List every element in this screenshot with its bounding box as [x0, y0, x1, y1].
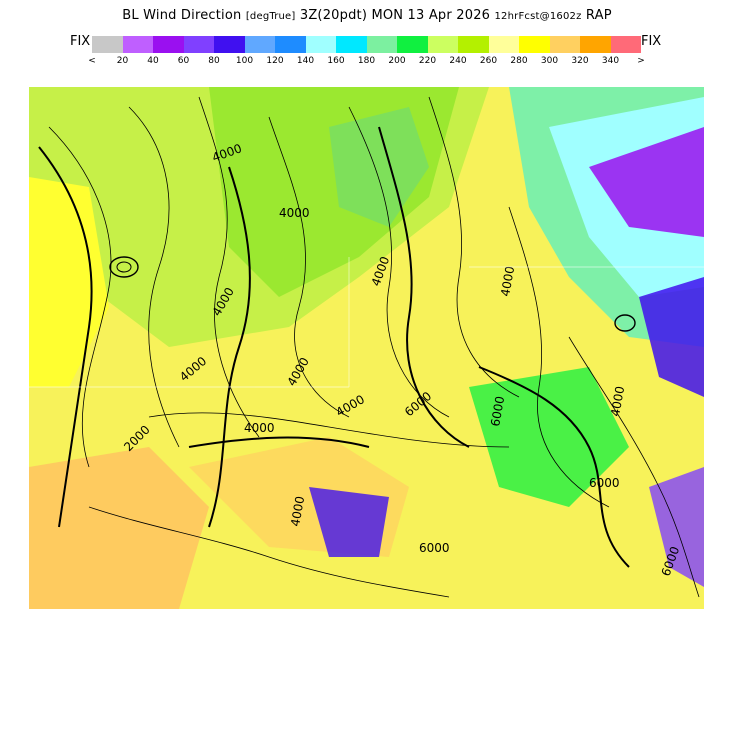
- orange-region-southwest: [29, 447, 209, 609]
- legend-tick-label: 200: [388, 56, 406, 66]
- legend-swatch: [519, 36, 550, 53]
- legend-swatch: [122, 36, 153, 53]
- legend-swatch: [214, 36, 245, 53]
- contour-label: 4000: [288, 495, 307, 528]
- purple-region-northeast: [589, 127, 704, 237]
- legend-tick-label: 300: [540, 56, 559, 66]
- map-title: BL Wind Direction [degTrue] 3Z(20pdt) MO…: [0, 8, 734, 23]
- legend-tick-label: 80: [208, 56, 220, 66]
- blue-region-east: [639, 277, 704, 397]
- wind-direction-map: 4000 4000 4000 4000 4000 4000 2000 4000 …: [29, 87, 704, 609]
- legend-tick-label: 100: [235, 56, 254, 66]
- green-region-ridge: [329, 107, 429, 227]
- contour-label: 4000: [498, 265, 517, 298]
- legend-swatch: [580, 36, 611, 53]
- legend-swatch: [549, 36, 580, 53]
- legend-tick-label: 120: [266, 56, 284, 66]
- contour-label: 4000: [279, 206, 310, 220]
- legend-tick-label: >: [637, 56, 645, 66]
- title-valid-time: 3Z(20pdt) MON 13 Apr 2026: [299, 8, 491, 23]
- legend-tick-label: 320: [571, 56, 589, 66]
- legend-tick-label: 40: [147, 56, 159, 66]
- contour-label: 4000: [608, 385, 627, 418]
- green-region-southeast: [469, 367, 629, 507]
- legend-tick-label: 240: [449, 56, 467, 66]
- legend-ticks: <20 40 60 80 100 120 140 160 180 200 220 240 260 280 3…: [88, 56, 645, 68]
- map-canvas: 4000 4000 4000 4000 4000 4000 2000 4000 …: [29, 87, 704, 609]
- legend-swatch: [488, 36, 519, 53]
- terrain-contours: [48, 96, 700, 598]
- legend-tick-label: 140: [296, 56, 315, 66]
- legend-tick-label: 60: [177, 56, 190, 66]
- legend-fix-right: FIX: [641, 34, 662, 49]
- color-legend: FIX FIX <20 40 60 80 100 120 140 160 180 200 220 24…: [0, 34, 734, 68]
- legend-swatch: [427, 36, 458, 53]
- boundary-lines: [29, 257, 704, 388]
- legend-swatches: [92, 36, 641, 53]
- legend-swatch: [305, 36, 336, 53]
- legend-swatch: [153, 36, 184, 53]
- contour-closed-peak: [109, 256, 139, 278]
- contour-closed-peak-inner: [116, 261, 132, 273]
- legend-swatch: [336, 36, 367, 53]
- yellow-region-west: [29, 177, 109, 387]
- legend-swatch: [610, 36, 641, 53]
- legend-swatch: [244, 36, 275, 53]
- legend-tick-label: <: [88, 56, 96, 66]
- legend-fix-left: FIX: [70, 34, 91, 49]
- contour-label: 6000: [419, 541, 450, 555]
- contour-label: 6000: [589, 476, 620, 490]
- blue-region-south: [309, 487, 389, 557]
- legend-tick-label: 180: [357, 56, 376, 66]
- terrain-contours-major: [38, 126, 630, 568]
- contour-label: 6000: [488, 395, 507, 428]
- legend-swatch: [458, 36, 489, 53]
- legend-tick-label: 260: [479, 56, 498, 66]
- title-forecast: 12hrFcst@1602z: [494, 11, 582, 22]
- title-variable: BL Wind Direction: [122, 8, 242, 23]
- title-units: [degTrue]: [245, 11, 296, 22]
- legend-tick-label: 280: [510, 56, 528, 66]
- legend-tick-label: 160: [327, 56, 345, 66]
- title-model: RAP: [585, 8, 612, 23]
- legend-tick-label: 20: [116, 56, 129, 66]
- legend-tick-label: 220: [418, 56, 437, 66]
- legend-swatch: [397, 36, 428, 53]
- contour-closed-east: [614, 314, 636, 332]
- legend-swatch: [366, 36, 397, 53]
- legend-swatch: [92, 36, 123, 53]
- legend-swatch: [183, 36, 214, 53]
- legend-swatch: [275, 36, 306, 53]
- contour-label: 4000: [244, 421, 275, 435]
- legend-tick-label: 340: [601, 56, 620, 66]
